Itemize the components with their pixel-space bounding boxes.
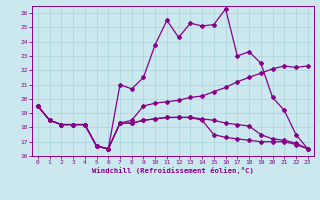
X-axis label: Windchill (Refroidissement éolien,°C): Windchill (Refroidissement éolien,°C): [92, 167, 254, 174]
